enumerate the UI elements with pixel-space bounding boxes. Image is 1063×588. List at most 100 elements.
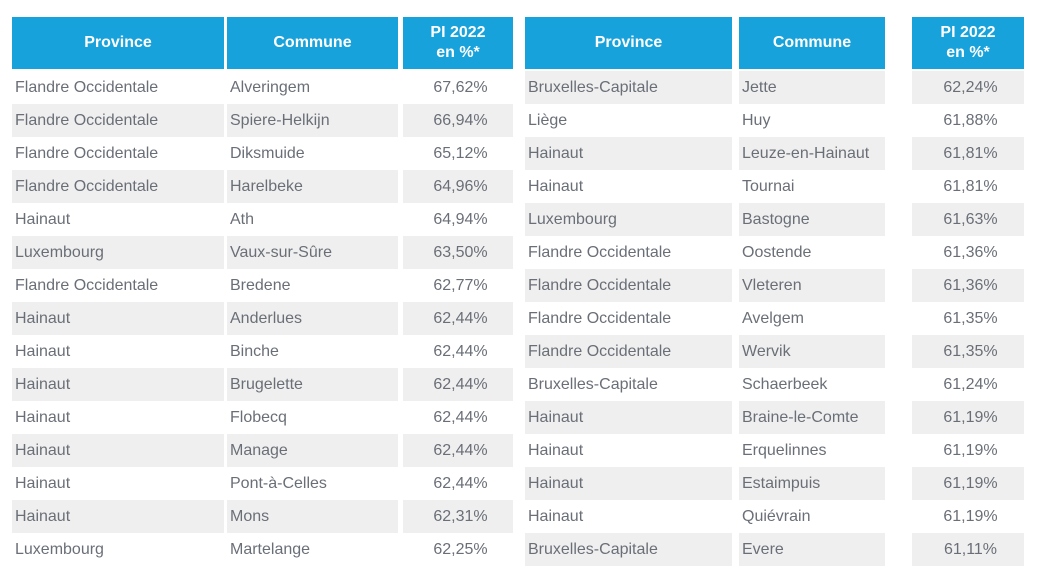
province-cell: Flandre Occidentale xyxy=(525,269,732,302)
table-row: Flandre Occidentale Wervik 61,35% xyxy=(525,335,1024,368)
pi-2022-cell: 62,44% xyxy=(398,467,513,500)
table-row: Flandre Occidentale Spiere-Helkijn 66,94% xyxy=(12,104,513,137)
commune-cell: Jette xyxy=(732,71,885,104)
commune-cell: Leuze-en-Hainaut xyxy=(732,137,885,170)
table-row: Hainaut Flobecq 62,44% xyxy=(12,401,513,434)
pi-2022-cell: 62,31% xyxy=(398,500,513,533)
pi-2022-ranking-tables: Province Commune PI 2022 en %* Flandre O… xyxy=(12,17,1024,566)
pi-2022-cell: 61,11% xyxy=(885,533,1024,566)
table-row: Flandre Occidentale Harelbeke 64,96% xyxy=(12,170,513,203)
province-cell: Hainaut xyxy=(12,302,224,335)
province-cell: Hainaut xyxy=(528,441,584,459)
column-header-province: Province xyxy=(12,17,224,71)
table-row: Flandre Occidentale Vleteren 61,36% xyxy=(525,269,1024,302)
province-cell: Flandre Occidentale xyxy=(525,335,732,368)
header-row: Province Commune PI 2022 en %* xyxy=(525,17,1024,71)
commune-cell: Manage xyxy=(224,434,398,467)
province-cell: Hainaut xyxy=(525,467,732,500)
pi-2022-cell: 64,94% xyxy=(398,203,513,236)
province-cell: Flandre Occidentale xyxy=(15,144,159,162)
pi-2022-cell: 65,12% xyxy=(398,137,513,170)
province-cell: Luxembourg xyxy=(15,540,104,558)
pi-2022-cell: 62,44% xyxy=(398,401,513,434)
table-row: Bruxelles-Capitale Schaerbeek 61,24% xyxy=(525,368,1024,401)
table-header: Province Commune PI 2022 en %* xyxy=(525,17,1024,71)
column-header-pi-2022: PI 2022 en %* xyxy=(885,17,1024,71)
commune-cell: Estaimpuis xyxy=(732,467,885,500)
table-row: Hainaut Manage 62,44% xyxy=(12,434,513,467)
commune-cell: Evere xyxy=(732,533,885,566)
pi-2022-cell: 62,25% xyxy=(398,533,513,566)
commune-cell: Quiévrain xyxy=(732,500,885,533)
table-body: Flandre Occidentale Alveringem 67,62% Fland… xyxy=(12,71,513,566)
commune-cell: Pont-à-Celles xyxy=(224,467,398,500)
commune-cell: Bredene xyxy=(224,269,398,302)
commune-cell: Flobecq xyxy=(224,401,398,434)
pi-2022-cell: 61,19% xyxy=(885,500,1024,533)
commune-cell: Tournai xyxy=(732,170,885,203)
pi-2022-cell: 62,24% xyxy=(885,71,1024,104)
pi-2022-cell: 61,19% xyxy=(885,401,1024,434)
table-row: Flandre Occidentale Bredene 62,77% xyxy=(12,269,513,302)
province-cell: Flandre Occidentale xyxy=(528,243,672,261)
province-cell: Hainaut xyxy=(15,408,71,426)
province-cell: Hainaut xyxy=(12,434,224,467)
province-cell: Hainaut xyxy=(15,342,71,360)
column-header-pi-2022: PI 2022 en %* xyxy=(398,17,513,71)
commune-cell: Wervik xyxy=(732,335,885,368)
pi-2022-cell: 61,35% xyxy=(885,335,1024,368)
commune-cell: Oostende xyxy=(732,236,885,269)
ranking-table-right: Province Commune PI 2022 en %* Bruxelles… xyxy=(525,17,1024,566)
table-header: Province Commune PI 2022 en %* xyxy=(12,17,513,71)
province-cell: Bruxelles-Capitale xyxy=(525,533,732,566)
commune-cell: Alveringem xyxy=(224,71,398,104)
commune-cell: Anderlues xyxy=(224,302,398,335)
column-header-commune: Commune xyxy=(732,17,885,71)
pi-2022-cell: 61,36% xyxy=(885,269,1024,302)
table-row: Bruxelles-Capitale Jette 62,24% xyxy=(525,71,1024,104)
commune-cell: Avelgem xyxy=(732,302,885,335)
pi-2022-cell: 61,81% xyxy=(885,137,1024,170)
province-cell: Hainaut xyxy=(15,210,71,228)
pi-2022-cell: 66,94% xyxy=(398,104,513,137)
pi-2022-cell: 61,19% xyxy=(885,467,1024,500)
province-cell: Hainaut xyxy=(528,507,584,525)
commune-cell: Harelbeke xyxy=(224,170,398,203)
table-row: Hainaut Leuze-en-Hainaut 61,81% xyxy=(525,137,1024,170)
pi-2022-cell: 67,62% xyxy=(398,71,513,104)
commune-cell: Bastogne xyxy=(732,203,885,236)
pi-2022-cell: 61,24% xyxy=(885,368,1024,401)
commune-cell: Brugelette xyxy=(224,368,398,401)
pi-2022-cell: 61,36% xyxy=(885,236,1024,269)
province-cell: Bruxelles-Capitale xyxy=(528,375,658,393)
table-row: Hainaut Quiévrain 61,19% xyxy=(525,500,1024,533)
pi-2022-cell: 62,44% xyxy=(398,434,513,467)
table-row: Liège Huy 61,88% xyxy=(525,104,1024,137)
province-cell: Hainaut xyxy=(525,137,732,170)
commune-cell: Binche xyxy=(224,335,398,368)
table-body: Bruxelles-Capitale Jette 62,24% Liège Huy 61,… xyxy=(525,71,1024,566)
commune-cell: Erquelinnes xyxy=(732,434,885,467)
commune-cell: Spiere-Helkijn xyxy=(224,104,398,137)
commune-cell: Vleteren xyxy=(732,269,885,302)
commune-cell: Braine-le-Comte xyxy=(732,401,885,434)
pi-2022-cell: 62,44% xyxy=(398,368,513,401)
table-row: Luxembourg Bastogne 61,63% xyxy=(525,203,1024,236)
pi-2022-cell: 61,81% xyxy=(885,170,1024,203)
pi-2022-cell: 61,63% xyxy=(885,203,1024,236)
pi-2022-cell: 61,88% xyxy=(885,104,1024,137)
table-row: Luxembourg Martelange 62,25% xyxy=(12,533,513,566)
table-row: Flandre Occidentale Alveringem 67,62% xyxy=(12,71,513,104)
table-row: Hainaut Braine-le-Comte 61,19% xyxy=(525,401,1024,434)
province-cell: Hainaut xyxy=(525,401,732,434)
table-row: Hainaut Anderlues 62,44% xyxy=(12,302,513,335)
commune-cell: Mons xyxy=(224,500,398,533)
table-row: Hainaut Brugelette 62,44% xyxy=(12,368,513,401)
province-cell: Luxembourg xyxy=(12,236,224,269)
province-cell: Flandre Occidentale xyxy=(15,78,159,96)
header-row: Province Commune PI 2022 en %* xyxy=(12,17,513,71)
province-cell: Hainaut xyxy=(15,474,71,492)
table-row: Luxembourg Vaux-sur-Sûre 63,50% xyxy=(12,236,513,269)
commune-cell: Diksmuide xyxy=(224,137,398,170)
